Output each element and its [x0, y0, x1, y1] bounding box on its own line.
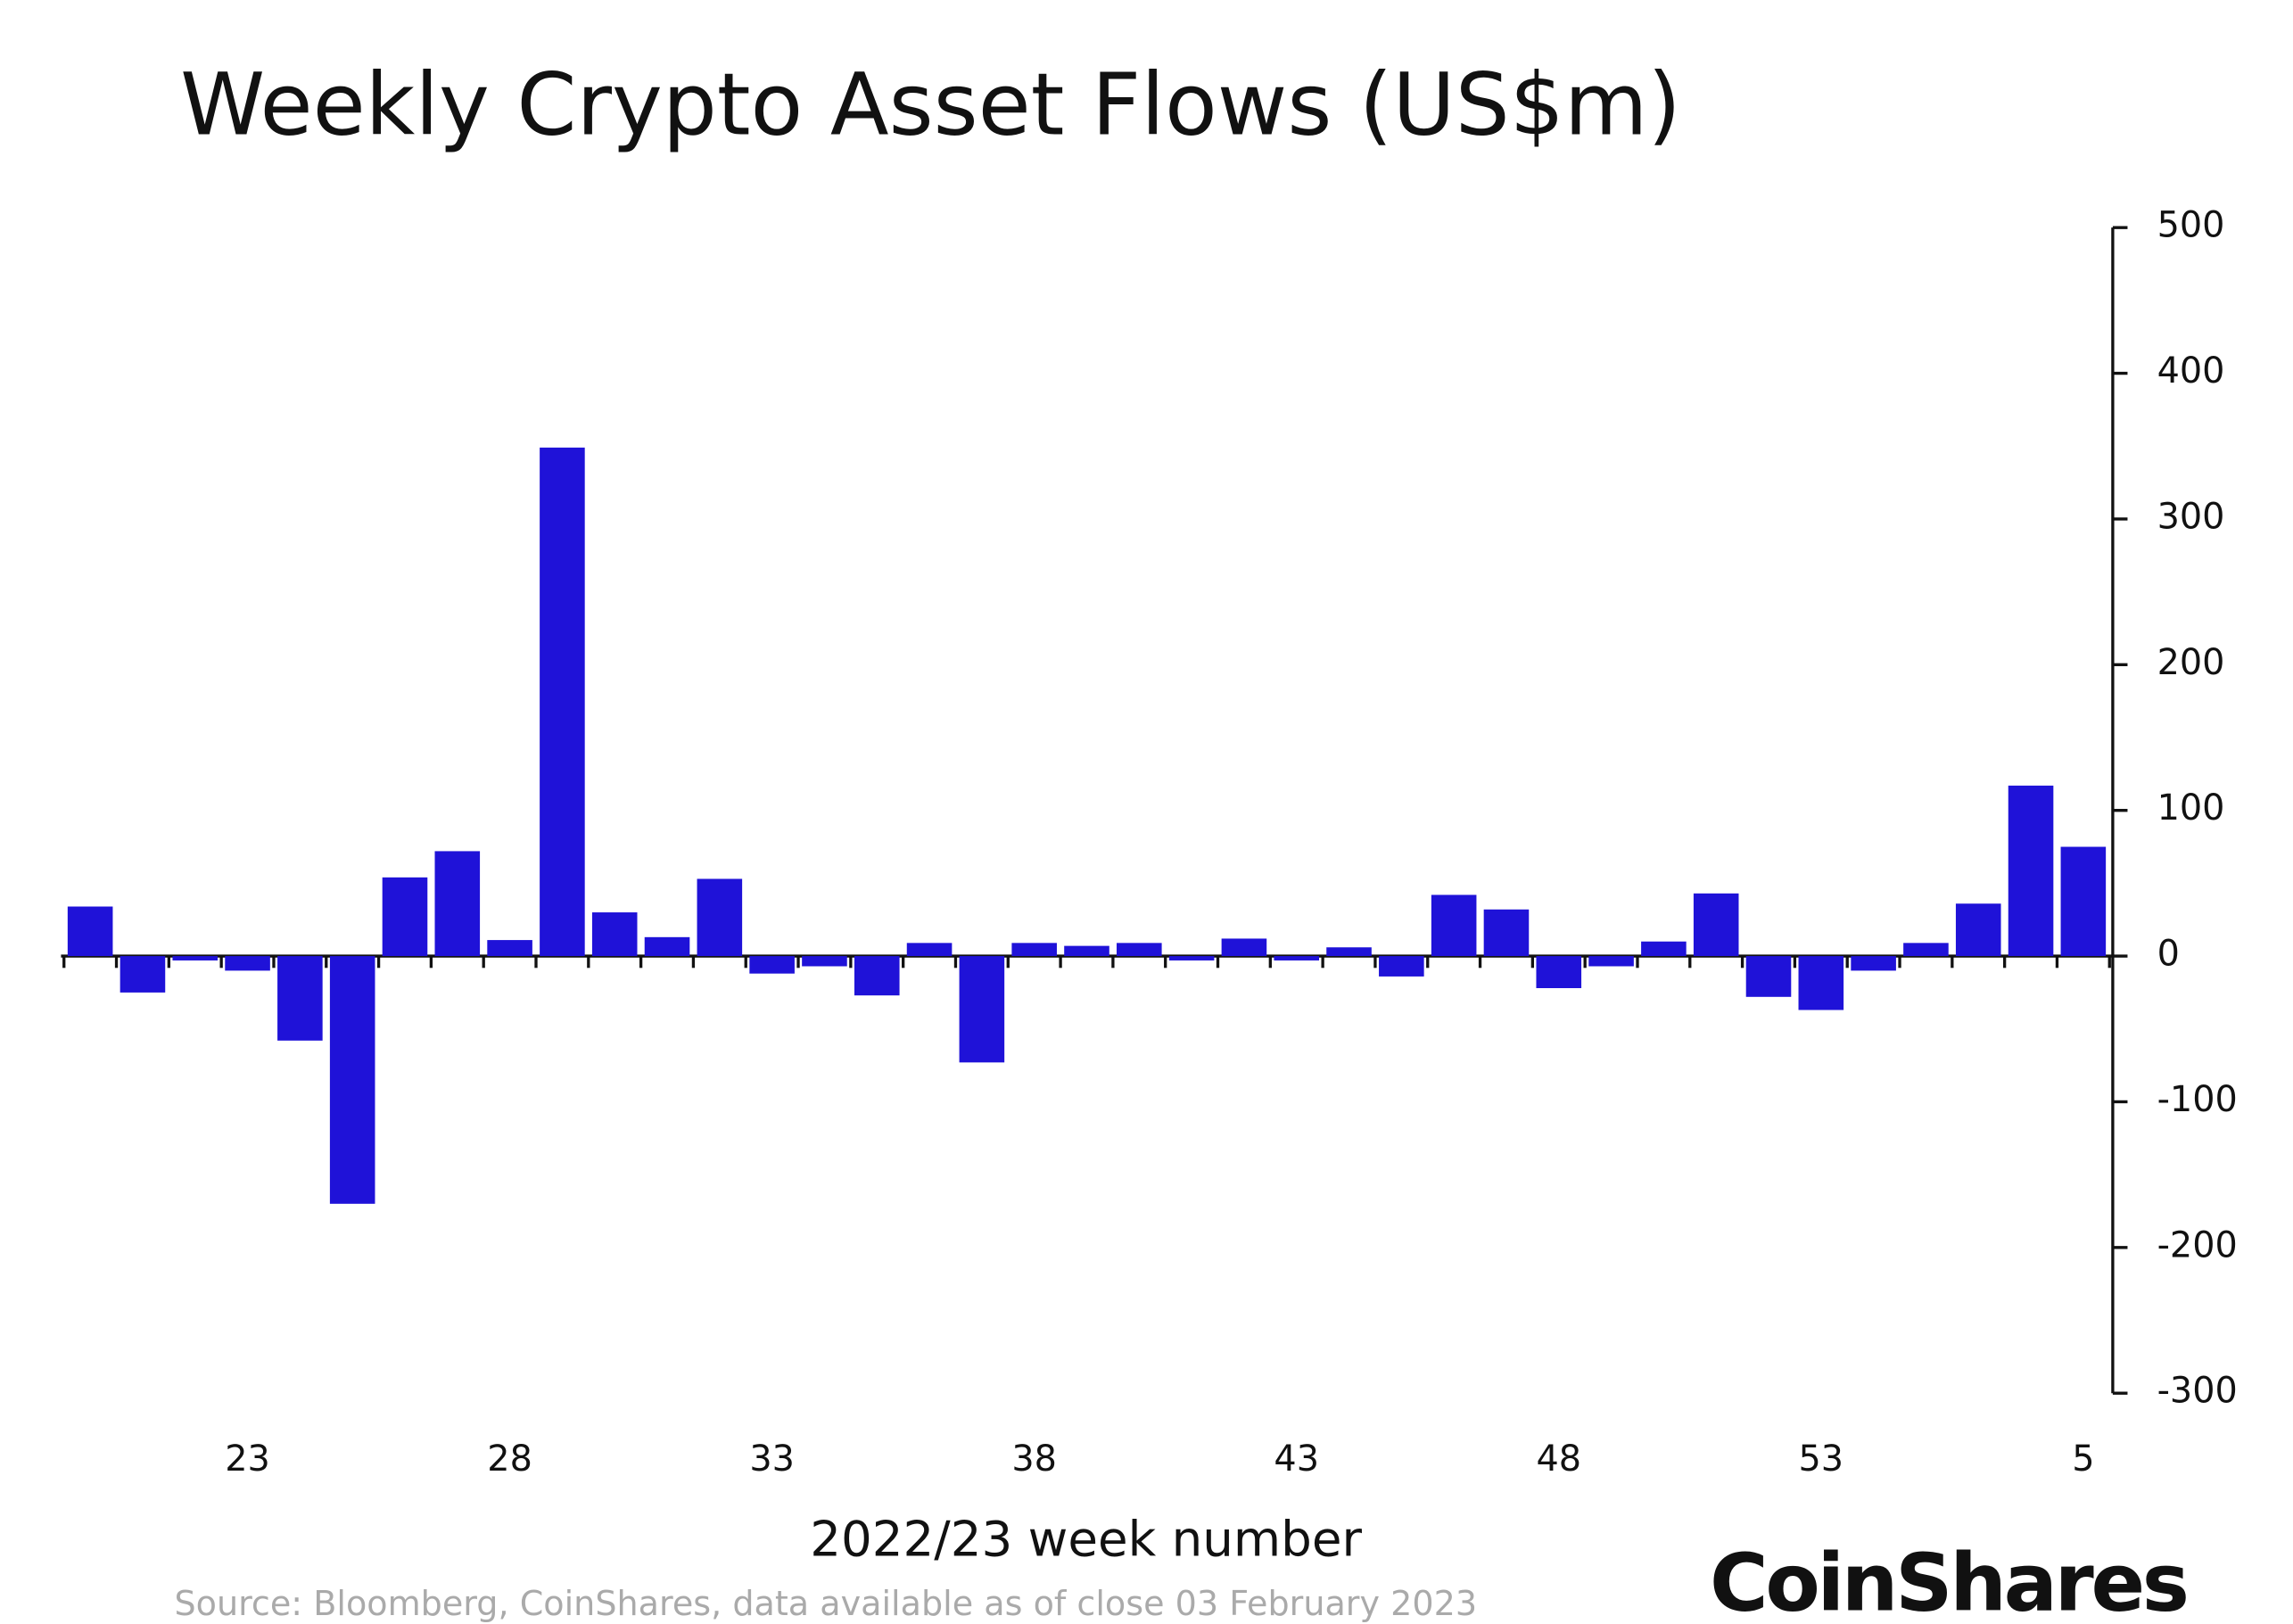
bar [1011, 943, 1057, 957]
bar [1221, 938, 1267, 957]
bar [1693, 893, 1739, 957]
bar [749, 956, 795, 974]
bar [1536, 956, 1582, 989]
y-tick-label: 200 [2157, 642, 2225, 683]
bar [1483, 909, 1530, 957]
x-tick-label: 33 [749, 1439, 795, 1480]
x-tick-label: 28 [487, 1439, 532, 1480]
bar [434, 851, 481, 957]
bar [591, 912, 638, 957]
x-tick-label: 5 [2072, 1439, 2094, 1480]
bar [854, 956, 900, 996]
bar [1117, 943, 1162, 957]
bar [225, 956, 270, 971]
x-tick-label: 43 [1274, 1439, 1319, 1480]
bar [2060, 846, 2107, 957]
y-tick-label: 0 [2157, 934, 2180, 975]
x-tick-label: 48 [1536, 1439, 1581, 1480]
x-tick-label: 53 [1799, 1439, 1844, 1480]
bar [1955, 903, 2001, 957]
x-tick-label: 23 [225, 1439, 270, 1480]
bar [697, 878, 743, 957]
bar [1168, 956, 1215, 960]
y-tick-label: 400 [2157, 350, 2225, 392]
chart-title: Weekly Crypto Asset Flows (US$m) [180, 55, 1681, 155]
bar [1745, 956, 1792, 997]
brand-logo: CoinShares [1710, 1537, 2187, 1624]
y-tick-label: -300 [2157, 1371, 2238, 1412]
bar [2008, 785, 2054, 957]
bar [959, 956, 1005, 1063]
bar [644, 936, 690, 957]
bar [1903, 943, 1949, 957]
bar [277, 956, 323, 1041]
y-tick-label: 100 [2157, 787, 2225, 828]
bar [1588, 956, 1634, 967]
source-note: Source: Bloomberg, CoinShares, data avai… [174, 1584, 1477, 1623]
bar [1326, 947, 1372, 957]
y-tick-label: -200 [2157, 1224, 2238, 1265]
bar [540, 447, 585, 957]
bar [67, 906, 113, 957]
bar [1064, 945, 1109, 957]
bar [329, 956, 375, 1204]
y-tick-label: 300 [2157, 496, 2225, 537]
bar [1641, 941, 1687, 957]
bar [1431, 894, 1477, 957]
x-axis-label: 2022/23 week number [810, 1511, 1362, 1568]
bar [487, 940, 532, 957]
bar [172, 956, 219, 960]
bar [1798, 956, 1844, 1010]
bar [802, 956, 847, 967]
bar [1274, 956, 1320, 960]
bar [906, 943, 953, 957]
bar [382, 877, 428, 957]
bar [1851, 956, 1896, 971]
x-tick-label: 38 [1011, 1439, 1057, 1480]
y-tick-label: 500 [2157, 205, 2225, 246]
y-tick-label: -100 [2157, 1079, 2238, 1120]
bar [120, 956, 166, 993]
bar [1379, 956, 1424, 977]
